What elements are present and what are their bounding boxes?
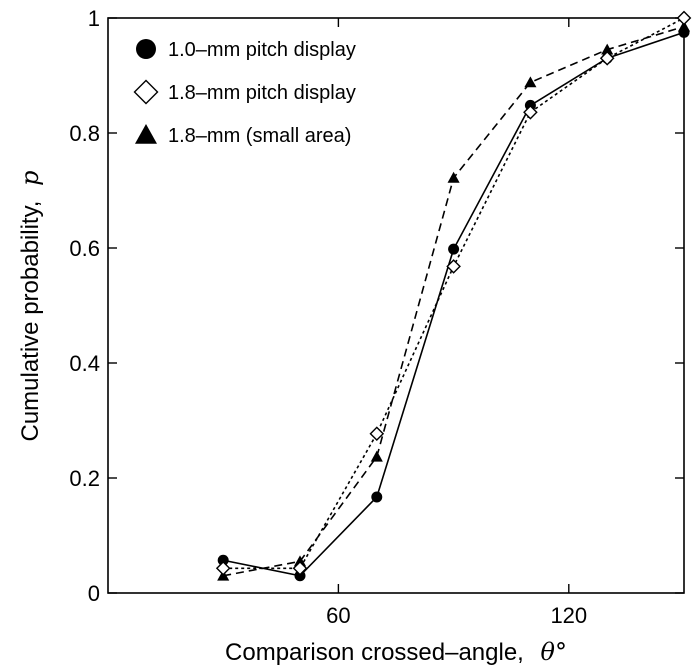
ticks: 0 0.2 0.4 0.6 0.8 1 60 120 <box>69 6 684 628</box>
series-points <box>215 10 692 582</box>
plot-frame <box>107 17 685 594</box>
series-1-point <box>294 570 306 582</box>
series-2-point <box>369 426 385 442</box>
series-1-point <box>371 491 383 503</box>
series-2-point <box>215 560 231 576</box>
legend: 1.0–mm pitch display 1.8–mm pitch displa… <box>133 39 356 147</box>
y-tick-label: 0.2 <box>69 466 100 491</box>
series-3-point <box>524 76 537 88</box>
legend-markers <box>133 39 159 144</box>
legend-marker-1 <box>136 39 156 59</box>
y-tick-label: 0.6 <box>69 236 100 261</box>
legend-label-3: 1.8–mm (small area) <box>168 125 351 147</box>
y-axis-label-symbol: p <box>16 170 44 185</box>
y-axis-label-main: Cumulative probability, <box>17 201 44 442</box>
y-tick-label: 0 <box>88 581 100 606</box>
x-axis-label-main: Comparison crossed–angle, <box>225 639 524 666</box>
x-axis-label-symbol: θ° <box>541 638 567 666</box>
legend-marker-3 <box>135 124 157 144</box>
series-2-point <box>599 50 615 66</box>
y-tick-label: 1 <box>88 6 100 31</box>
legend-marker-2 <box>133 79 159 105</box>
series-3-point <box>601 43 614 55</box>
y-tick-label: 0.4 <box>69 351 100 376</box>
series-2-point <box>292 560 308 576</box>
series-2-point <box>523 104 538 120</box>
x-tick-label: 120 <box>550 603 587 628</box>
series-3-point <box>293 555 307 567</box>
series-line-3 <box>223 25 685 577</box>
series-line-1 <box>223 31 685 577</box>
series-1-point <box>217 554 229 566</box>
series-3-point <box>370 450 383 462</box>
legend-label-2: 1.8–mm pitch display <box>168 82 356 104</box>
y-axis-label: Cumulative probability, p <box>16 170 44 441</box>
series-2-point <box>676 10 692 26</box>
series-1-point <box>678 26 690 38</box>
x-tick-label: 60 <box>326 603 350 628</box>
y-tick-label: 0.8 <box>69 121 100 146</box>
series-1-point <box>448 243 460 255</box>
x-axis-label: Comparison crossed–angle, θ° <box>225 638 567 666</box>
series-2-point <box>446 259 461 274</box>
series-3-point <box>447 171 460 183</box>
legend-label-1: 1.0–mm pitch display <box>168 39 356 61</box>
